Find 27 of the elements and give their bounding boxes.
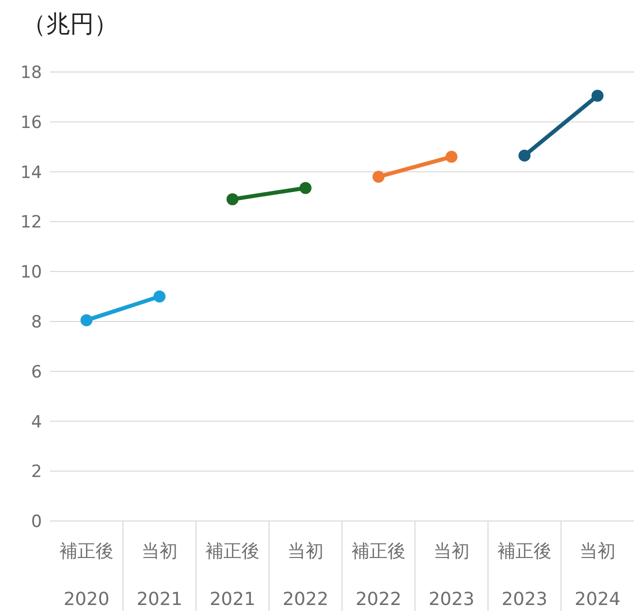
y-tick-label: 4 xyxy=(31,412,42,432)
category-label: 当初 2021 xyxy=(136,541,182,610)
point xyxy=(154,290,166,302)
point xyxy=(372,170,384,183)
y-tick-label: 6 xyxy=(31,362,42,382)
point xyxy=(80,314,92,326)
y-tick-label: 8 xyxy=(31,312,42,332)
point xyxy=(518,150,530,162)
y-tick-label: 0 xyxy=(31,512,42,532)
point xyxy=(446,150,458,163)
y-tick-label: 2 xyxy=(31,462,42,482)
y-axis-title: （兆円） xyxy=(22,9,118,40)
category-label: 補正後 2023 xyxy=(498,541,552,610)
y-tick-label: 12 xyxy=(20,212,42,233)
point xyxy=(300,182,312,194)
category-label: 補正後 2021 xyxy=(206,541,260,610)
y-tick-label: 18 xyxy=(20,63,42,84)
category-label: 当初 2022 xyxy=(282,541,328,610)
y-tick-label: 10 xyxy=(20,262,42,283)
y-tick-label: 14 xyxy=(20,162,42,183)
category-label: 補正後 2020 xyxy=(60,541,114,610)
y-tick-label: 16 xyxy=(20,112,42,133)
category-label: 補正後 2022 xyxy=(352,541,406,610)
category-label: 当初 2024 xyxy=(574,541,620,610)
category-label: 当初 2023 xyxy=(428,541,474,610)
point xyxy=(226,193,238,206)
point xyxy=(592,90,604,102)
